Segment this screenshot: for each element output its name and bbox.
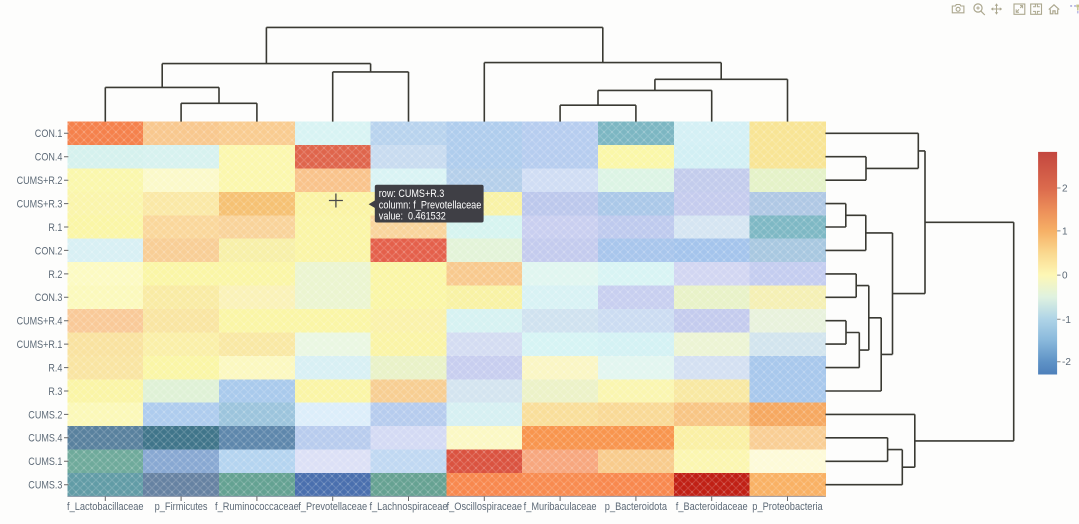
- svg-text:row: CUMS+R.3: row: CUMS+R.3: [379, 188, 445, 200]
- svg-text:value: 0.461532: value: 0.461532: [379, 211, 446, 223]
- svg-text:0: 0: [1062, 271, 1068, 282]
- svg-text:f_Oscillospiraceae: f_Oscillospiraceae: [447, 501, 523, 513]
- svg-text:CUMS.3: CUMS.3: [28, 480, 62, 492]
- svg-text:R.3: R.3: [48, 386, 62, 398]
- svg-text:CUMS+R.4: CUMS+R.4: [17, 316, 63, 328]
- svg-text:CUMS.1: CUMS.1: [28, 456, 62, 468]
- svg-text:f_Lachnospiraceae: f_Lachnospiraceae: [369, 501, 447, 513]
- svg-text:R.1: R.1: [48, 222, 62, 234]
- svg-text:f_Prevotellaceae: f_Prevotellaceae: [298, 501, 367, 513]
- svg-text:CON.4: CON.4: [35, 152, 63, 164]
- svg-text:CUMS.4: CUMS.4: [28, 433, 62, 445]
- svg-text:f_Muribaculaceae: f_Muribaculaceae: [524, 501, 597, 513]
- svg-text:-2: -2: [1062, 357, 1071, 368]
- svg-text:CUMS+R.2: CUMS+R.2: [17, 175, 63, 187]
- svg-text:p_Firmicutes: p_Firmicutes: [155, 501, 208, 513]
- svg-text:f_Ruminococcaceae: f_Ruminococcaceae: [215, 501, 299, 513]
- svg-text:CUMS+R.3: CUMS+R.3: [17, 199, 63, 211]
- svg-text:f_Lactobacillaceae: f_Lactobacillaceae: [67, 501, 144, 513]
- svg-text:CUMS+R.1: CUMS+R.1: [17, 339, 63, 351]
- svg-text:CON.3: CON.3: [35, 292, 63, 304]
- svg-text:1: 1: [1062, 226, 1068, 237]
- svg-text:p_Proteobacteria: p_Proteobacteria: [752, 501, 823, 513]
- svg-text:column: f_Prevotellaceae: column: f_Prevotellaceae: [379, 199, 482, 211]
- svg-text:R.4: R.4: [48, 363, 62, 375]
- svg-text:f_Bacteroidaceae: f_Bacteroidaceae: [676, 501, 748, 513]
- svg-text:CON.2: CON.2: [35, 245, 63, 257]
- svg-text:R.2: R.2: [48, 269, 62, 281]
- svg-text:CON.1: CON.1: [35, 128, 63, 140]
- svg-text:CUMS.2: CUMS.2: [28, 409, 62, 421]
- svg-text:p_Bacteroidota: p_Bacteroidota: [605, 501, 668, 513]
- svg-text:-1: -1: [1062, 315, 1071, 326]
- svg-text:2: 2: [1062, 184, 1068, 195]
